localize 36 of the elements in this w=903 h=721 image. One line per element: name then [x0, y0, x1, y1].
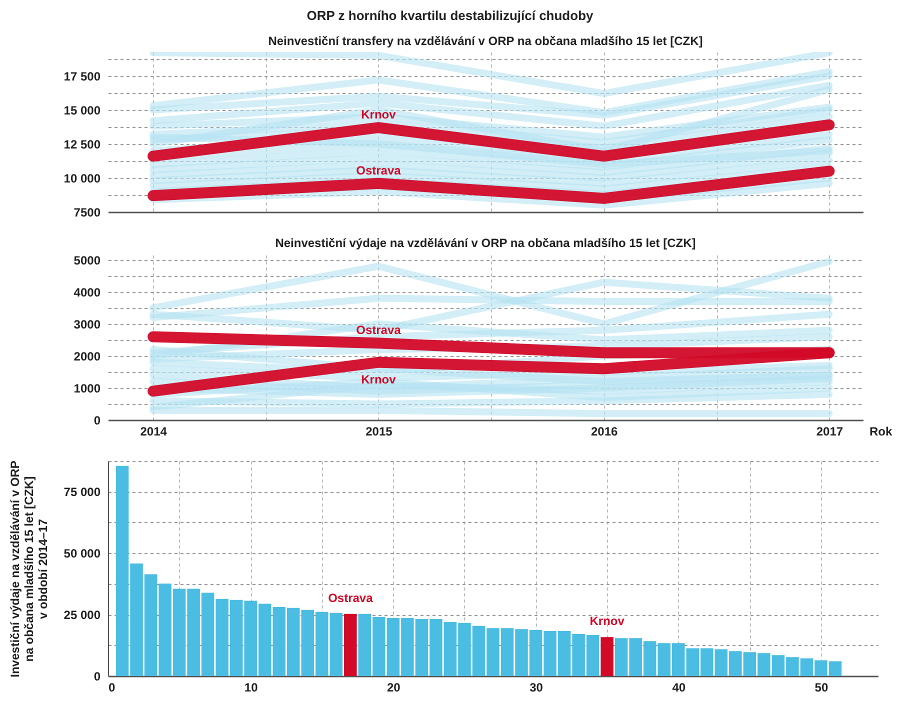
y-axis-title: Investiční výdaje na vzdělávání v ORP na občana mladšího 15 let [CZK] v období 2014–17: [8, 460, 50, 678]
y-tick-label: 0: [94, 414, 101, 428]
x-tick-label: 30: [530, 680, 544, 694]
series-label: Ostrava: [356, 163, 402, 178]
series-label: Ostrava: [356, 323, 402, 338]
annotation: Ostrava: [328, 590, 374, 605]
y-tick-label: 5000: [74, 253, 101, 268]
x-tick-label: 2017: [816, 424, 844, 438]
x-tick-label: 40: [672, 680, 686, 694]
x-tick-label: 10: [244, 680, 258, 694]
x-tick-label: 2014: [140, 424, 168, 438]
y-tick-label: 0: [94, 670, 101, 684]
y-tick-label: 75 000: [64, 485, 101, 500]
x-tick-label: 20: [387, 680, 401, 694]
y-tick-label: 2000: [74, 349, 101, 364]
x-tick-label: 0: [108, 680, 116, 694]
y-tick-label: 7500: [74, 206, 101, 220]
chart-title: ORP z horního kvartilu destabilizující chudoby: [306, 8, 594, 23]
series-label: Krnov: [361, 372, 396, 386]
y-tick-label: 1000: [74, 381, 101, 396]
y-tick-label: 15 000: [64, 103, 101, 118]
x-tick-label: 50: [814, 680, 828, 694]
x-axis-title: Rok: [870, 424, 892, 438]
series-label: Krnov: [361, 108, 396, 122]
y-tick-label: 10 000: [64, 171, 101, 186]
chart-title: Neinvestiční výdaje na vzdělávání v ORP na občana mladšího 15 let [CZK]: [275, 236, 696, 250]
y-tick-label: 4000: [74, 285, 101, 300]
annotation: Krnov: [590, 614, 625, 628]
y-tick-label: 50 000: [64, 546, 101, 561]
x-tick-label: 2016: [590, 424, 618, 438]
y-tick-label: 12 500: [64, 137, 101, 152]
y-tick-label: 25 000: [64, 608, 101, 622]
x-tick-label: 2015: [366, 424, 393, 438]
y-tick-label: 17 500: [64, 69, 101, 84]
y-tick-label: 3000: [74, 317, 101, 332]
chart-subtitle: Neinvestiční transfery na vzdělávání v ORP na občana mladšího 15 let [CZK]: [268, 34, 703, 48]
